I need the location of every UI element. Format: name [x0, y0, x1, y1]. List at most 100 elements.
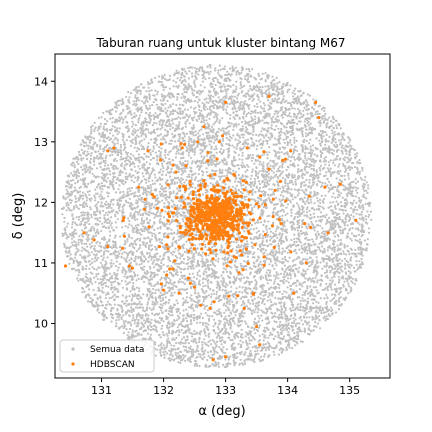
all-data-point	[114, 191, 118, 194]
all-data-point	[247, 111, 250, 114]
all-data-point	[220, 98, 223, 101]
all-data-point	[175, 152, 178, 155]
all-data-point	[279, 200, 282, 203]
all-data-point	[245, 305, 248, 308]
all-data-point	[79, 178, 82, 181]
all-data-point	[140, 148, 143, 151]
all-data-point	[112, 198, 115, 201]
all-data-point	[140, 333, 143, 336]
all-data-point	[320, 232, 323, 235]
all-data-point	[194, 176, 198, 179]
all-data-point	[272, 176, 275, 179]
all-data-point	[281, 176, 285, 180]
all-data-point	[213, 141, 216, 144]
all-data-point	[321, 227, 324, 230]
all-data-point	[291, 198, 294, 201]
all-data-point	[224, 351, 227, 355]
all-data-point	[347, 270, 350, 273]
all-data-point	[142, 280, 146, 283]
all-data-point	[269, 81, 272, 84]
all-data-point	[167, 78, 170, 82]
all-data-point	[176, 314, 179, 317]
all-data-point	[207, 354, 210, 358]
all-data-point	[123, 275, 126, 278]
all-data-point	[281, 116, 284, 119]
all-data-point	[163, 216, 166, 219]
all-data-point	[260, 309, 263, 312]
all-data-point	[357, 187, 360, 190]
all-data-point	[190, 279, 193, 282]
all-data-point	[286, 251, 289, 254]
all-data-point	[308, 178, 311, 182]
all-data-point	[80, 233, 83, 236]
all-data-point	[322, 198, 325, 201]
all-data-point	[159, 255, 162, 258]
all-data-point	[272, 282, 276, 285]
all-data-point	[111, 178, 115, 181]
all-data-point	[233, 102, 236, 105]
all-data-point	[184, 299, 187, 302]
all-data-point	[134, 257, 137, 260]
all-data-point	[79, 254, 82, 257]
all-data-point	[330, 141, 333, 144]
all-data-point	[121, 325, 124, 328]
all-data-point	[301, 223, 304, 226]
all-data-point	[182, 88, 185, 91]
all-data-point	[111, 291, 114, 294]
all-data-point	[363, 189, 366, 192]
all-data-point	[168, 142, 171, 145]
all-data-point	[90, 251, 93, 254]
all-data-point	[75, 160, 79, 163]
all-data-point	[76, 224, 79, 227]
all-data-point	[278, 155, 281, 158]
all-data-point	[117, 318, 120, 321]
all-data-point	[90, 130, 93, 133]
all-data-point	[319, 164, 323, 167]
all-data-point	[283, 250, 286, 253]
all-data-point	[190, 162, 194, 165]
all-data-point	[241, 175, 244, 178]
all-data-point	[197, 253, 200, 257]
all-data-point	[337, 307, 340, 311]
all-data-point	[162, 344, 165, 347]
all-data-point	[207, 264, 210, 267]
all-data-point	[133, 128, 136, 131]
all-data-point	[246, 164, 249, 167]
all-data-point	[84, 135, 87, 138]
all-data-point	[214, 67, 217, 70]
all-data-point	[102, 318, 105, 321]
all-data-point	[182, 95, 185, 98]
all-data-point	[262, 223, 265, 227]
all-data-point	[132, 123, 135, 126]
all-data-point	[250, 280, 253, 283]
all-data-point	[201, 353, 204, 356]
all-data-point	[182, 345, 185, 348]
all-data-point	[150, 325, 153, 329]
all-data-point	[259, 138, 262, 141]
all-data-point	[303, 173, 307, 176]
all-data-point	[302, 257, 305, 260]
all-data-point	[281, 170, 284, 173]
all-data-point	[97, 266, 100, 269]
all-data-point	[332, 126, 335, 129]
all-data-point	[297, 338, 300, 341]
all-data-point	[318, 112, 321, 115]
all-data-point	[253, 180, 257, 183]
all-data-point	[285, 291, 288, 294]
all-data-point	[95, 275, 98, 278]
all-data-point	[135, 202, 138, 205]
all-data-point	[176, 352, 180, 355]
all-data-point	[325, 293, 328, 296]
all-data-point	[102, 111, 105, 114]
all-data-point	[295, 340, 298, 344]
all-data-point	[117, 295, 120, 299]
all-data-point	[213, 116, 216, 119]
all-data-point	[335, 177, 338, 180]
all-data-point	[178, 121, 181, 124]
all-data-point	[201, 323, 205, 326]
all-data-point	[195, 67, 198, 71]
all-data-point	[277, 167, 280, 171]
all-data-point	[108, 230, 111, 233]
all-data-point	[201, 281, 204, 284]
all-data-point	[240, 121, 244, 124]
